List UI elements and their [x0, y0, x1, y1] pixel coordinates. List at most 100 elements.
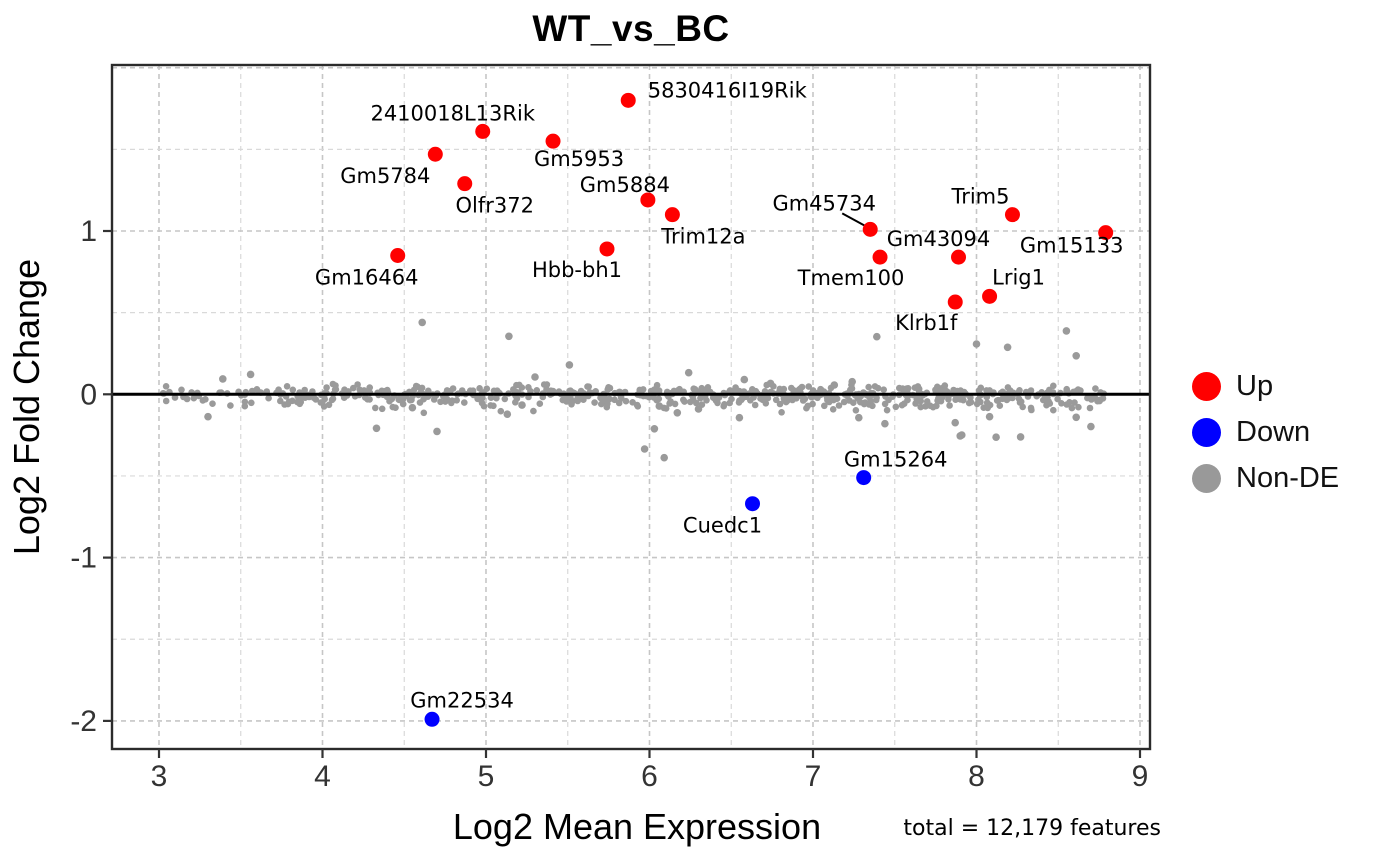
nonde-point: [829, 406, 837, 413]
nonde-point: [497, 407, 505, 415]
x-tick-label: 6: [641, 760, 658, 793]
nonde-point: [437, 398, 444, 406]
nonde-point: [1050, 382, 1057, 390]
nonde-point: [703, 397, 710, 404]
nonde-point: [776, 400, 784, 408]
nonde-point: [946, 402, 953, 409]
nonde-point: [852, 407, 860, 414]
nonde-point: [1016, 433, 1025, 441]
nonde-point: [566, 387, 573, 395]
nonde-point: [219, 375, 227, 383]
plot-title: WT_vs_BC: [532, 8, 730, 49]
nonde-point: [684, 368, 693, 377]
nonde-point: [984, 404, 991, 412]
down-swatch-icon: [1192, 417, 1221, 447]
nonde-point: [1003, 343, 1012, 352]
up-point-Gm16464: [390, 247, 406, 263]
nonde-point: [622, 397, 630, 405]
nonde-point: [975, 387, 983, 394]
nonde-point: [476, 385, 483, 392]
nonde-point: [883, 406, 891, 414]
y-tick-label: 0: [80, 378, 97, 411]
nonde-point: [1027, 404, 1035, 412]
legend-label-up: Up: [1236, 369, 1274, 402]
nonde-point: [241, 398, 249, 406]
nonde-point: [461, 399, 468, 406]
nonde-point: [912, 400, 919, 407]
nonde-point: [448, 399, 455, 407]
nonde-point: [772, 396, 780, 404]
nonde-point: [992, 433, 1000, 442]
nonde-point: [917, 397, 924, 405]
nonde-point: [412, 382, 420, 390]
nonde-point: [848, 377, 856, 386]
nonde-point: [329, 380, 337, 388]
gene-label-Trim12a: Trim12a: [660, 225, 745, 249]
nonde-point: [865, 383, 872, 391]
up-point-Trim5: [1004, 207, 1020, 223]
x-tick-label: 7: [805, 760, 822, 793]
nonde-point: [830, 396, 837, 404]
nonde-point: [778, 409, 785, 416]
nonde-point: [162, 383, 170, 390]
nonde-point: [972, 340, 981, 348]
nonde-point: [874, 384, 882, 392]
legend-item-down: Down: [1192, 409, 1339, 455]
nonde-point: [580, 396, 587, 404]
nonde-point: [477, 396, 485, 404]
up-point-Gm43094: [951, 249, 967, 265]
nonde-point: [341, 386, 348, 394]
nonde-point: [650, 425, 659, 433]
x-axis-title: Log2 Mean Expression: [452, 806, 822, 847]
nonde-point: [1062, 327, 1071, 335]
nonde-point: [1058, 400, 1065, 407]
nonde-point: [183, 395, 191, 403]
gene-label-Hbb-bh1: Hbb-bh1: [532, 258, 622, 282]
nonde-point: [967, 398, 975, 406]
gene-label-Gm5784: Gm5784: [340, 164, 430, 188]
nonde-point: [284, 400, 292, 408]
label-leader-line: [841, 212, 865, 227]
nonde-point: [869, 402, 876, 410]
nonde-point: [536, 400, 544, 408]
nonde-point: [505, 332, 513, 341]
x-tick-label: 9: [1132, 760, 1149, 793]
nonde-point: [301, 386, 309, 394]
nonde-point: [277, 397, 284, 405]
nonde-point: [673, 409, 682, 417]
legend: Up Down Non-DE: [1192, 363, 1339, 501]
nonde-point: [1092, 385, 1099, 392]
nonde-point: [453, 397, 461, 404]
up-point-Gm5784: [427, 146, 443, 162]
nonde-point: [563, 394, 571, 402]
nonde-point: [490, 402, 497, 410]
nonde-point: [366, 384, 374, 391]
nonde-point: [975, 396, 982, 403]
total-features-note: total = 12,179 features: [903, 816, 1161, 841]
nonde-point: [420, 409, 428, 417]
gene-label-Gm16464: Gm16464: [315, 265, 419, 289]
nonde-point: [999, 395, 1006, 403]
nonde-point: [873, 332, 881, 341]
nonde-point: [480, 402, 488, 410]
up-point-5830416I19Rik: [620, 92, 636, 108]
y-axis-title: Log2 Fold Change: [6, 258, 47, 556]
nonde-point: [701, 386, 709, 394]
nonde-point: [892, 403, 900, 411]
nonde-point: [880, 386, 887, 394]
nonde-point: [418, 318, 427, 327]
nonde-point: [653, 396, 660, 404]
nonde-point: [605, 384, 612, 391]
nonde-point: [866, 394, 873, 401]
up-point-2410018L13Rik: [475, 123, 491, 139]
nonde-point: [372, 424, 381, 433]
nonde-point: [246, 370, 255, 379]
up-point-Klrb1f: [947, 294, 963, 310]
nonde-point: [951, 418, 959, 427]
nonde-point: [357, 387, 365, 395]
nonde-point: [762, 400, 770, 407]
nonde-point: [531, 373, 539, 381]
nonde-point: [178, 386, 185, 394]
